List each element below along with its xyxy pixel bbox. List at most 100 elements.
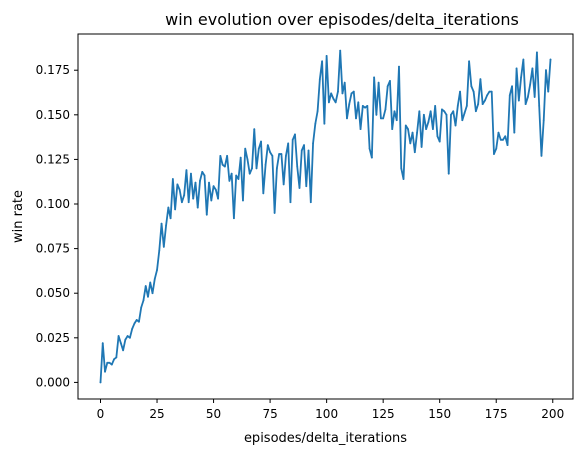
data-point [303,144,305,147]
data-point [416,131,418,134]
data-point [366,104,369,107]
data-point [540,154,543,157]
y-tick-label: 0.175 [36,63,70,77]
data-point [140,306,143,309]
data-point [142,299,145,302]
data-point [452,110,455,113]
data-point [350,92,353,95]
data-point [158,249,161,252]
data-point [395,119,398,122]
data-point [364,106,366,109]
data-point [463,112,466,114]
data-point [275,167,278,170]
data-point [441,108,443,111]
y-tick-label: 0.050 [36,286,70,300]
data-point [506,144,509,147]
data-point [178,188,181,191]
data-point [162,245,165,248]
axes-frame [77,33,574,400]
series-line [99,49,552,384]
data-point [196,206,199,209]
data-point [110,363,113,366]
data-point [244,147,247,150]
data-point [407,128,409,130]
data-point [273,212,276,214]
data-point [346,117,348,120]
data-point [296,165,299,168]
data-point [181,201,183,204]
data-point [377,81,380,84]
data-point [282,183,285,186]
data-point [223,165,226,168]
data-point [269,151,271,154]
data-point [436,135,439,138]
data-point [339,49,342,52]
series-points [99,49,552,384]
data-point [479,78,482,81]
data-point [330,92,333,95]
data-point [271,154,274,157]
x-tick-label: 125 [372,407,395,421]
data-point [391,128,394,130]
data-point [504,135,507,138]
data-point [194,181,197,184]
data-point [468,60,470,63]
x-tick-label: 75 [262,407,277,421]
data-point [305,185,308,188]
data-point [443,110,446,113]
data-point [171,178,174,180]
data-point [511,85,513,88]
data-point [300,149,303,152]
data-point [447,172,450,175]
data-point [183,194,186,196]
x-tick-label: 25 [149,407,164,421]
data-point [404,124,407,127]
data-point [517,99,520,102]
data-point [165,224,167,227]
data-point [233,217,235,220]
data-point [545,69,547,72]
y-tick-label: 0.125 [36,152,70,166]
data-point [131,327,134,330]
data-point [174,208,177,211]
data-point [461,119,464,122]
data-point [160,222,163,225]
data-point [474,110,477,113]
data-point [309,201,312,204]
data-point [167,206,170,209]
data-point [529,83,532,86]
data-point [422,113,425,116]
data-point [235,174,238,177]
data-point [199,179,201,182]
data-point [402,178,405,180]
data-point [361,104,364,107]
data-point [312,142,314,145]
data-point [316,110,319,113]
data-point [445,113,448,116]
x-tick-label: 150 [428,407,451,421]
data-point [393,110,396,113]
plot-area [99,49,552,384]
data-point [124,338,127,341]
data-point [398,65,400,68]
data-point [373,76,376,79]
data-point [262,192,265,195]
data-point [126,335,129,337]
y-tick-label: 0.025 [36,331,70,345]
data-point [438,140,441,143]
data-point [368,147,371,150]
data-point [454,124,457,127]
data-point [456,104,459,107]
data-point [228,179,231,182]
data-point [536,51,538,54]
data-point [122,349,125,352]
data-point [217,197,219,200]
x-axis-ticks: 0 25 50 75 100 125 150 175 200 [97,399,564,421]
data-point [432,128,434,130]
data-point [538,104,541,107]
data-point [321,60,324,63]
data-point [253,128,256,130]
data-point [156,269,158,271]
data-point [348,103,351,106]
data-point [434,104,437,107]
